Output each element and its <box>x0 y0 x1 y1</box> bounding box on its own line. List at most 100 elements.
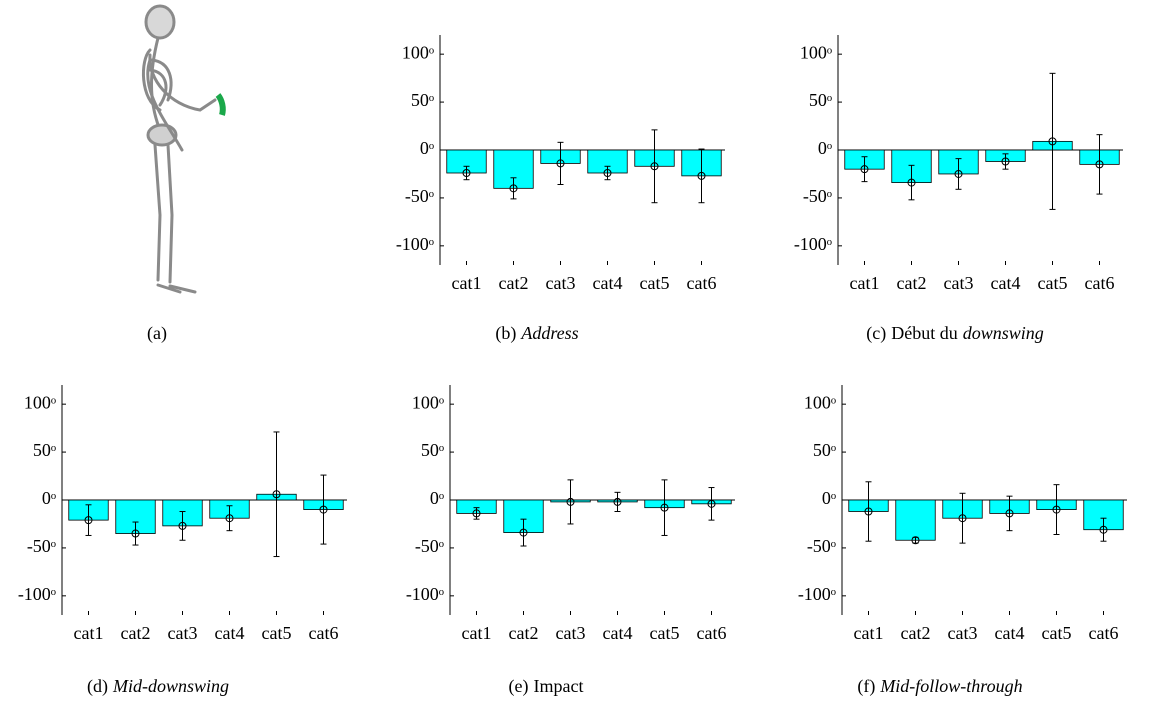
mean-marker <box>911 536 920 545</box>
mean-marker <box>660 503 669 512</box>
y-tick-label: 0ᵒ <box>818 138 832 158</box>
mean-marker <box>1095 160 1104 169</box>
caption-label: (b) <box>495 323 516 344</box>
y-tick-label: -50ᵒ <box>807 536 836 556</box>
y-tick-label: 0ᵒ <box>430 488 444 508</box>
x-tick-label: cat6 <box>1085 273 1115 293</box>
mean-marker <box>272 490 281 499</box>
x-tick-label: cat2 <box>121 623 151 643</box>
y-tick-label: 100ᵒ <box>24 392 56 412</box>
x-tick-label: cat6 <box>687 273 717 293</box>
x-tick-label: cat6 <box>697 623 727 643</box>
mean-marker <box>1005 509 1014 518</box>
x-tick-label: cat4 <box>991 273 1021 293</box>
x-tick-label: cat5 <box>640 273 670 293</box>
x-tick-label: cat1 <box>850 273 880 293</box>
club-grip <box>215 93 226 116</box>
y-tick-label: -100ᵒ <box>406 584 444 604</box>
caption: (b) Address <box>495 323 578 344</box>
x-tick-label: cat1 <box>74 623 104 643</box>
caption-text: downswing <box>963 323 1044 343</box>
y-tick-label: 100ᵒ <box>800 42 832 62</box>
mean-marker <box>131 529 140 538</box>
x-tick-label: cat3 <box>168 623 198 643</box>
y-tick-label: -100ᵒ <box>396 234 434 254</box>
y-tick-label: -50ᵒ <box>415 536 444 556</box>
mean-marker <box>907 178 916 187</box>
x-tick-label: cat3 <box>948 623 978 643</box>
x-tick-label: cat6 <box>1089 623 1119 643</box>
x-tick-label: cat2 <box>509 623 539 643</box>
x-tick-label: cat2 <box>897 273 927 293</box>
x-tick-label: cat4 <box>995 623 1025 643</box>
mean-marker <box>1052 505 1061 514</box>
bar-chart: 100ᵒ 50ᵒ 0ᵒ -50ᵒ -100ᵒ cat1 cat2 cat3 cat4 cat5 ca… <box>18 385 347 697</box>
caption: (d) Mid-downswing <box>87 676 229 697</box>
y-tick-label: 100ᵒ <box>412 392 444 412</box>
caption-label: (a) <box>147 323 167 344</box>
x-tick-label: cat4 <box>603 623 633 643</box>
x-tick-label: cat5 <box>1042 623 1072 643</box>
caption-text: Mid-downswing <box>112 676 229 696</box>
mean-marker <box>556 159 565 168</box>
y-tick-label: -100ᵒ <box>798 584 836 604</box>
y-tick-label: -100ᵒ <box>18 584 56 604</box>
bar-chart: 100ᵒ 50ᵒ 0ᵒ -50ᵒ -100ᵒ cat1 cat2 cat3 cat4 cat5 ca… <box>406 385 735 697</box>
y-tick-label: 50ᵒ <box>421 440 444 460</box>
caption: (f) Mid-follow-through <box>857 676 1022 697</box>
skeleton-illustration <box>141 4 217 294</box>
mean-marker <box>225 514 234 523</box>
caption-label: (d) <box>87 676 108 697</box>
y-tick-label: 50ᵒ <box>411 90 434 110</box>
mean-marker <box>860 165 869 174</box>
bar-chart: 100ᵒ 50ᵒ 0ᵒ -50ᵒ -100ᵒ cat1 cat2 cat3 cat4 cat5 ca… <box>798 385 1127 697</box>
mean-marker <box>566 497 575 506</box>
mean-marker <box>178 521 187 530</box>
x-tick-label: cat1 <box>462 623 492 643</box>
y-tick-label: 0ᵒ <box>42 488 56 508</box>
y-tick-label: -50ᵒ <box>405 186 434 206</box>
mean-marker <box>954 169 963 178</box>
x-tick-label: cat6 <box>309 623 339 643</box>
mean-marker <box>519 528 528 537</box>
x-tick-label: cat2 <box>901 623 931 643</box>
y-tick-label: 50ᵒ <box>813 440 836 460</box>
y-tick-label: -100ᵒ <box>794 234 832 254</box>
mean-marker <box>84 516 93 525</box>
bar-chart: 100ᵒ 50ᵒ 0ᵒ -50ᵒ -100ᵒ cat1 cat2 cat3 cat4 cat5 ca… <box>396 35 725 344</box>
mean-marker <box>613 497 622 506</box>
y-tick-label: 50ᵒ <box>33 440 56 460</box>
mean-marker <box>472 509 481 518</box>
x-tick-label: cat1 <box>854 623 884 643</box>
x-tick-label: cat3 <box>944 273 974 293</box>
y-tick-label: -50ᵒ <box>27 536 56 556</box>
x-tick-label: cat3 <box>556 623 586 643</box>
mean-marker <box>864 507 873 516</box>
mean-marker <box>1001 157 1010 166</box>
mean-marker <box>958 514 967 523</box>
caption: (c) Début du downswing <box>866 323 1044 344</box>
bar <box>895 499 936 541</box>
caption-text: Mid-follow-through <box>879 676 1022 696</box>
mean-marker <box>603 169 612 177</box>
caption-label: (f) <box>857 676 875 697</box>
caption-text: Impact <box>534 676 584 696</box>
mean-marker <box>509 184 518 193</box>
x-tick-label: cat5 <box>262 623 292 643</box>
x-tick-label: cat2 <box>499 273 529 293</box>
bar-chart: 100ᵒ 50ᵒ 0ᵒ -50ᵒ -100ᵒ cat1 cat2 cat3 cat4 cat5 ca… <box>794 35 1123 344</box>
mean-marker <box>319 505 328 514</box>
mean-marker <box>697 171 706 180</box>
caption-text: Début du <box>891 323 958 343</box>
mean-marker <box>707 499 716 508</box>
caption: (e) Impact <box>509 676 584 697</box>
y-tick-label: 100ᵒ <box>402 42 434 62</box>
x-tick-label: cat3 <box>546 273 576 293</box>
mean-marker <box>650 162 659 171</box>
mean-marker <box>1048 137 1057 146</box>
x-tick-label: cat5 <box>1038 273 1068 293</box>
y-tick-label: 0ᵒ <box>420 138 434 158</box>
x-tick-label: cat5 <box>650 623 680 643</box>
y-tick-label: 0ᵒ <box>822 488 836 508</box>
